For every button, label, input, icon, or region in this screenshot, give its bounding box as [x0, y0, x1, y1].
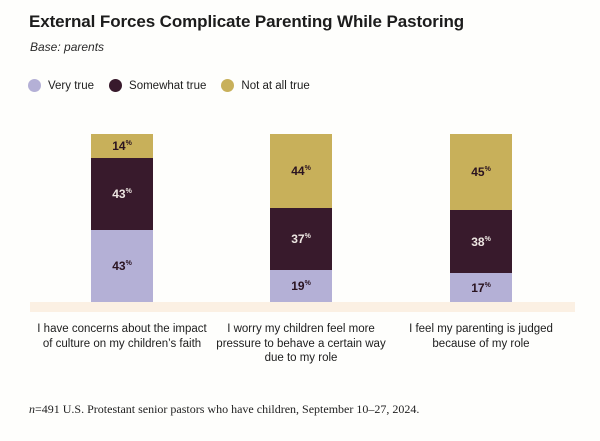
percent-sign: % — [125, 139, 132, 147]
segment-value-label: 17% — [471, 280, 491, 295]
bar-segment-very-true: 17% — [450, 273, 512, 302]
legend-dot-very-true — [28, 79, 41, 92]
footnote-body: =491 U.S. Protestant senior pastors who … — [35, 402, 420, 416]
bar-segment-very-true: 19% — [270, 270, 332, 302]
bar-segment-not-at-all-true: 44% — [270, 134, 332, 208]
legend-item-very-true: Very true — [28, 79, 94, 92]
segment-value-label: 43% — [112, 186, 132, 201]
percent-sign: % — [125, 259, 132, 267]
legend-label-somewhat-true: Somewhat true — [129, 79, 207, 92]
percent-sign: % — [304, 233, 311, 241]
stacked-bar-3: 17% 38% 45% — [450, 134, 512, 302]
footnote-text: n=491 U.S. Protestant senior pastors who… — [29, 402, 419, 417]
segment-value-label: 38% — [471, 234, 491, 249]
bar-segment-somewhat-true: 37% — [270, 207, 332, 271]
percent-sign: % — [484, 165, 491, 173]
legend-item-not-at-all-true: Not at all true — [221, 79, 310, 92]
bar-segment-not-at-all-true: 14% — [91, 134, 153, 158]
percent-sign: % — [125, 187, 132, 195]
legend-dot-not-at-all-true — [221, 79, 235, 92]
footnote-n: n — [29, 402, 35, 416]
percent-sign: % — [304, 280, 311, 288]
legend-label-very-true: Very true — [48, 79, 95, 92]
segment-value-label: 14% — [112, 138, 132, 153]
legend-item-somewhat-true: Somewhat true — [109, 79, 206, 92]
bar-segment-somewhat-true: 38% — [450, 209, 512, 274]
segment-value-label: 44% — [291, 163, 311, 178]
bar-segment-somewhat-true: 43% — [91, 157, 153, 230]
legend: Very true Somewhat true Not at all true — [28, 79, 325, 92]
legend-dot-somewhat-true — [109, 79, 123, 92]
stacked-bar-1: 43% 43% 14% — [91, 134, 153, 302]
baseline-band — [30, 302, 575, 312]
chart-title: External Forces Complicate Parenting Whi… — [29, 12, 465, 31]
category-label-2: I worry my children feel more pressure t… — [216, 323, 386, 364]
segment-value-label: 19% — [291, 279, 311, 294]
legend-label-not-at-all-true: Not at all true — [241, 79, 310, 92]
stacked-bar-2: 19% 37% 44% — [270, 134, 332, 302]
percent-sign: % — [484, 281, 491, 289]
percent-sign: % — [304, 164, 311, 172]
segment-value-label: 43% — [112, 258, 132, 273]
segment-value-label: 45% — [471, 164, 491, 179]
chart-subtitle: Base: parents — [30, 40, 105, 54]
category-label-3: I feel my parenting is judged because of… — [409, 323, 553, 350]
segment-value-label: 37% — [291, 232, 311, 247]
category-label-1: I have concerns about the impact of cult… — [37, 323, 207, 350]
percent-sign: % — [484, 235, 491, 243]
bar-segment-not-at-all-true: 45% — [450, 134, 512, 210]
bar-segment-very-true: 43% — [91, 229, 153, 302]
